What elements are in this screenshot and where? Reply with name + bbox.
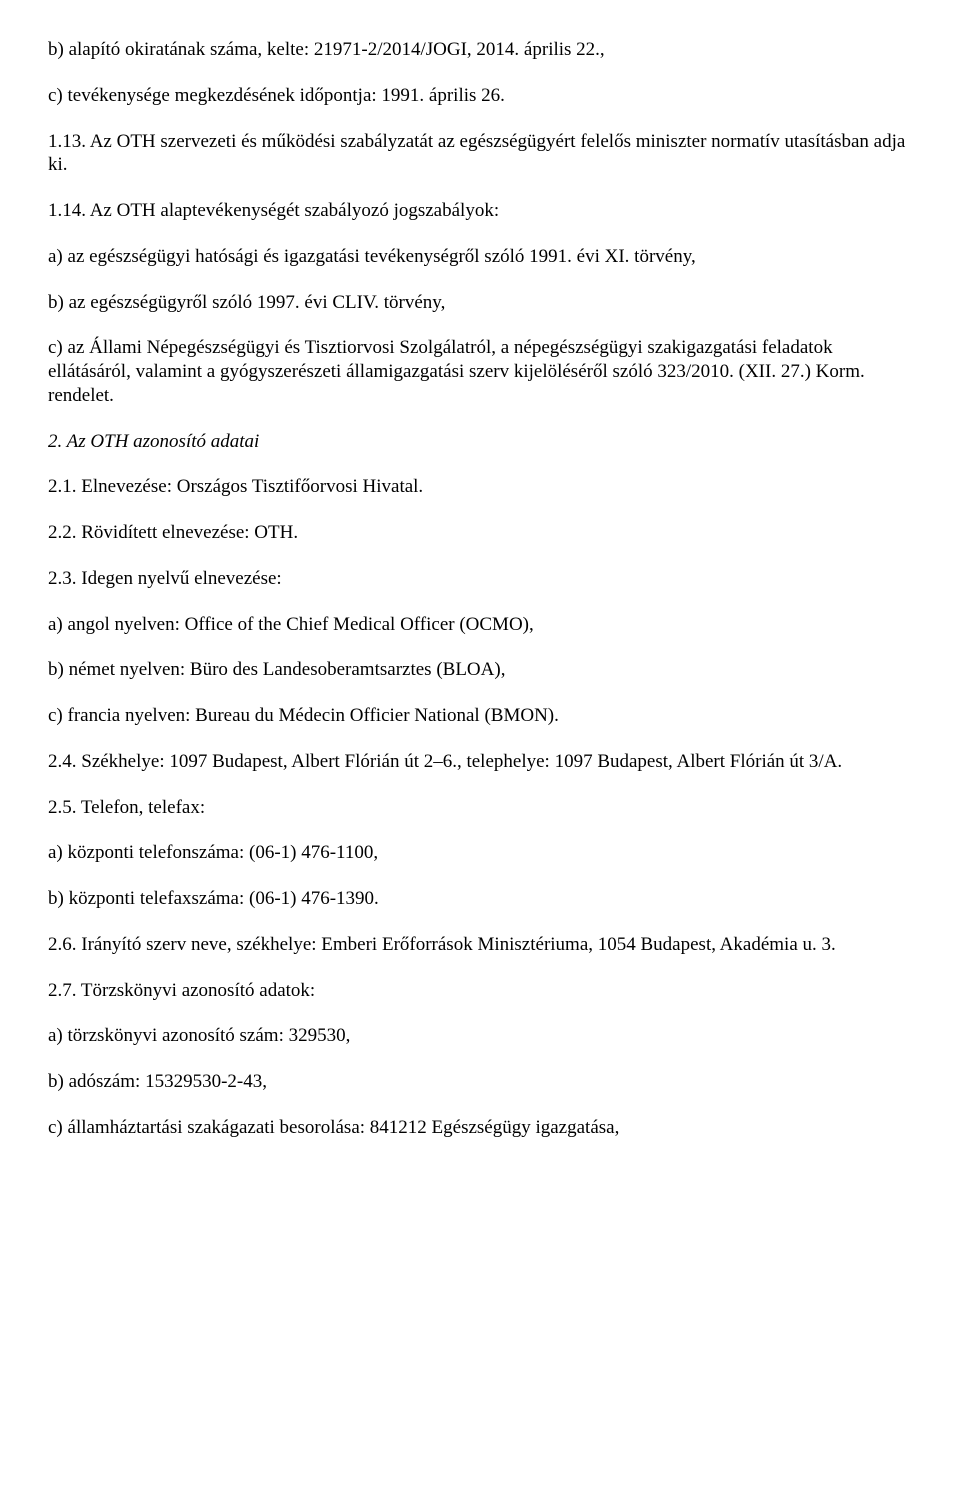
paragraph: c) tevékenysége megkezdésének időpontja:…: [48, 84, 912, 108]
paragraph: b) alapító okiratának száma, kelte: 2197…: [48, 38, 912, 62]
paragraph: 2.4. Székhelye: 1097 Budapest, Albert Fl…: [48, 750, 912, 774]
paragraph: 2.6. Irányító szerv neve, székhelye: Emb…: [48, 933, 912, 957]
paragraph: 2.5. Telefon, telefax:: [48, 796, 912, 820]
paragraph: b) központi telefaxszáma: (06-1) 476-139…: [48, 887, 912, 911]
paragraph: a) központi telefonszáma: (06-1) 476-110…: [48, 841, 912, 865]
paragraph: b) adószám: 15329530-2-43,: [48, 1070, 912, 1094]
paragraph: b) az egészségügyről szóló 1997. évi CLI…: [48, 291, 912, 315]
paragraph: 1.13. Az OTH szervezeti és működési szab…: [48, 130, 912, 178]
paragraph: a) törzskönyvi azonosító szám: 329530,: [48, 1024, 912, 1048]
paragraph: c) az Állami Népegészségügyi és Tisztior…: [48, 336, 912, 407]
paragraph: 2.7. Törzskönyvi azonosító adatok:: [48, 979, 912, 1003]
paragraph: 2.3. Idegen nyelvű elnevezése:: [48, 567, 912, 591]
paragraph: b) német nyelven: Büro des Landesoberamt…: [48, 658, 912, 682]
paragraph: 2.2. Rövidített elnevezése: OTH.: [48, 521, 912, 545]
section-heading: 2. Az OTH azonosító adatai: [48, 430, 912, 454]
paragraph: c) államháztartási szakágazati besorolás…: [48, 1116, 912, 1140]
paragraph: 1.14. Az OTH alaptevékenységét szabályoz…: [48, 199, 912, 223]
paragraph: a) az egészségügyi hatósági és igazgatás…: [48, 245, 912, 269]
paragraph: c) francia nyelven: Bureau du Médecin Of…: [48, 704, 912, 728]
paragraph: 2.1. Elnevezése: Országos Tisztifőorvosi…: [48, 475, 912, 499]
paragraph: a) angol nyelven: Office of the Chief Me…: [48, 613, 912, 637]
